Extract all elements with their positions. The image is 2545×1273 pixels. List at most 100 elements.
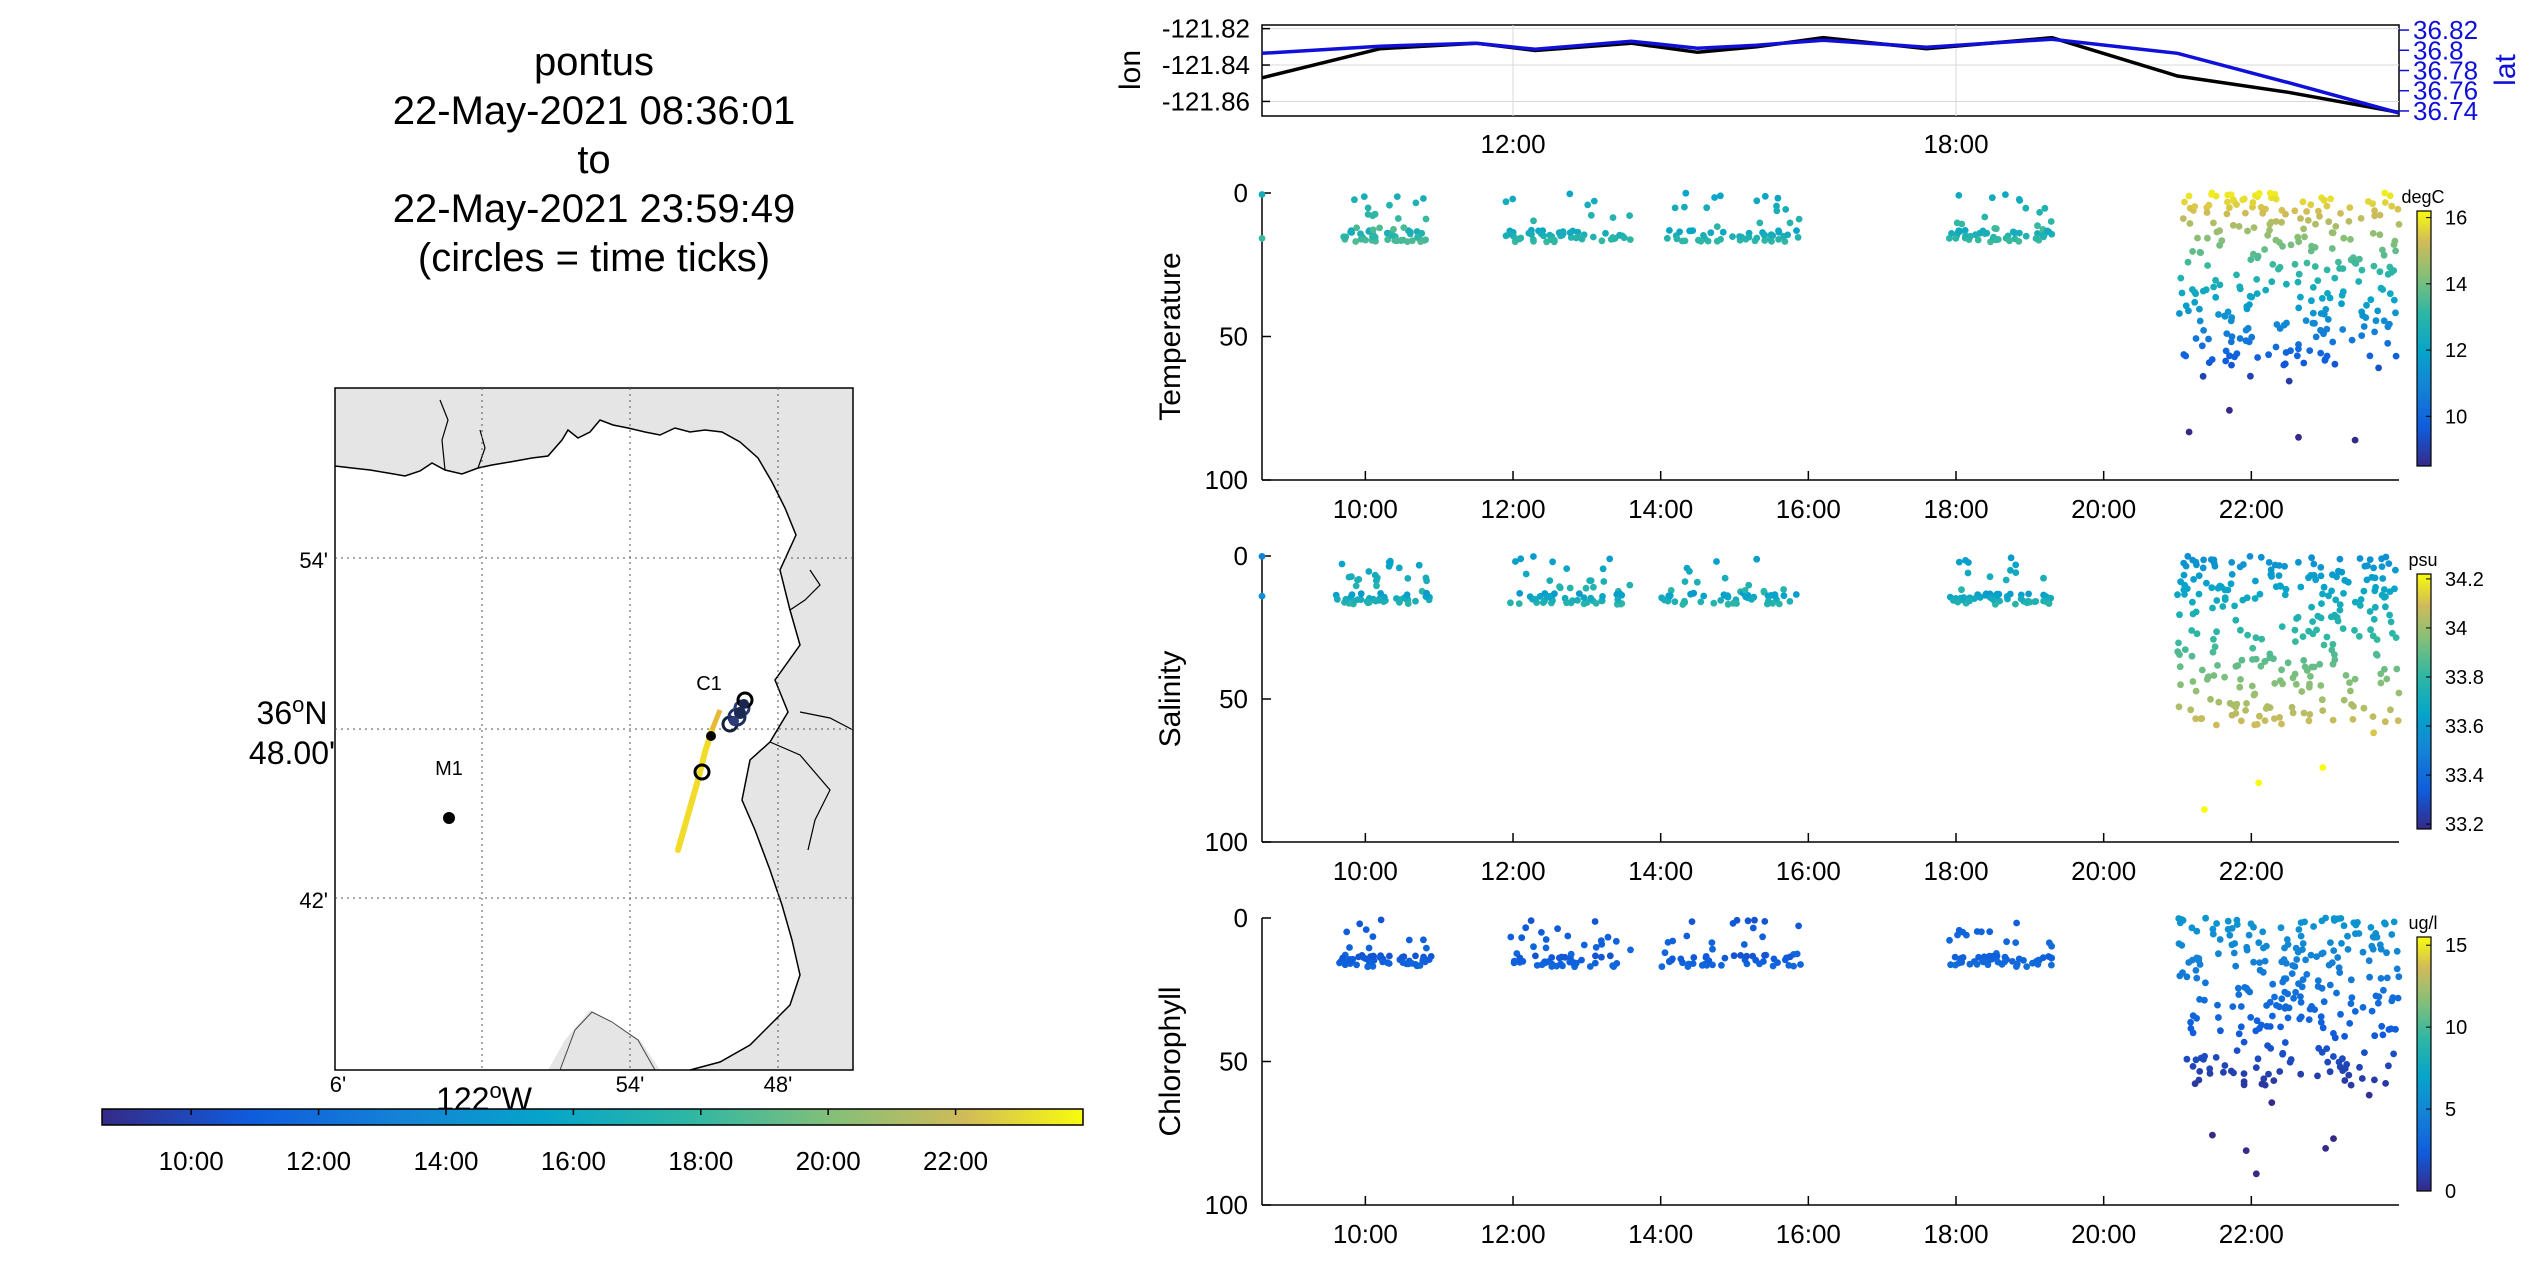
data-point	[2277, 924, 2285, 932]
data-point	[2251, 595, 2259, 602]
data-point	[2226, 406, 2233, 414]
data-point	[1948, 230, 1955, 237]
data-point	[2214, 662, 2221, 669]
data-point	[2319, 590, 2326, 598]
data-point	[2323, 1045, 2331, 1052]
data-point	[2193, 927, 2201, 935]
data-point	[2001, 958, 2009, 966]
data-point	[1986, 573, 1994, 581]
data-point	[1532, 952, 1539, 960]
data-point	[2189, 286, 2196, 293]
data-point	[2382, 603, 2389, 611]
data-point	[2342, 672, 2350, 679]
data-point	[2227, 1067, 2235, 1075]
data-point	[1412, 952, 1419, 960]
colorbar-tick-label: 10	[2445, 1017, 2467, 1039]
data-point	[2009, 958, 2016, 965]
data-point	[2394, 205, 2402, 213]
data-point	[1953, 219, 1961, 227]
data-point	[2348, 336, 2356, 344]
map-graticule	[335, 388, 853, 1070]
data-point	[1578, 956, 1585, 964]
data-point	[2242, 209, 2249, 217]
data-point	[2344, 946, 2352, 953]
data-point	[2318, 600, 2325, 607]
data-point	[2249, 644, 2257, 652]
data-point	[1356, 920, 1364, 928]
data-point	[1365, 568, 1373, 575]
data-point	[2347, 236, 2354, 243]
data-point	[1517, 555, 1525, 563]
colorbar-label: psu	[2408, 550, 2437, 570]
data-point	[2329, 716, 2337, 724]
data-point	[2189, 598, 2196, 606]
data-point	[2175, 915, 2183, 922]
title-line-4: 22-May-2021 23:59:49	[393, 187, 796, 231]
data-point	[1785, 962, 1793, 969]
x-tick-label: 16:00	[1776, 494, 1841, 524]
data-point	[2358, 1075, 2366, 1082]
data-point	[2318, 696, 2326, 704]
data-point	[1793, 227, 1800, 235]
data-point	[2331, 611, 2339, 619]
data-point	[1408, 960, 1416, 967]
data-point	[2371, 328, 2379, 336]
data-point	[2280, 956, 2288, 963]
data-point	[2226, 699, 2234, 707]
data-point	[1666, 227, 1673, 234]
data-point	[2213, 721, 2220, 729]
data-point	[2232, 710, 2240, 717]
data-point	[2366, 608, 2374, 615]
data-point	[1661, 949, 1669, 957]
colorbar-label: ug/l	[2408, 913, 2437, 933]
data-point	[2341, 1077, 2349, 1084]
data-point	[1708, 939, 1716, 946]
data-point	[2041, 204, 2049, 212]
data-point	[1412, 597, 1419, 605]
data-point	[2182, 302, 2190, 310]
data-point	[1964, 569, 1972, 577]
data-point	[1994, 958, 2002, 966]
data-point	[2317, 564, 2325, 571]
data-point	[1414, 233, 1421, 241]
data-point	[1376, 224, 1383, 232]
data-point	[2374, 307, 2382, 315]
data-point	[2318, 917, 2326, 925]
data-point	[2394, 717, 2402, 725]
data-point	[2186, 220, 2194, 227]
time-colorbar-tick-label: 16:00	[541, 1146, 606, 1176]
data-point	[1669, 937, 1677, 945]
data-point	[1527, 917, 1535, 924]
data-point	[2208, 189, 2216, 197]
data-point	[2263, 1022, 2271, 1030]
data-point	[1599, 565, 1607, 573]
data-point	[1658, 963, 1666, 970]
data-point	[2332, 223, 2340, 230]
data-point	[2355, 632, 2363, 640]
data-point	[2263, 942, 2270, 950]
data-point	[2187, 1025, 2195, 1032]
data-point	[2232, 616, 2240, 624]
data-point	[2325, 592, 2332, 600]
data-point	[2339, 326, 2347, 333]
data-point	[2320, 196, 2328, 204]
data-point	[2269, 980, 2277, 988]
data-point	[2269, 261, 2277, 268]
data-point	[2318, 984, 2326, 992]
data-point	[1598, 953, 1605, 961]
data-point	[2205, 335, 2212, 343]
data-point	[2382, 1080, 2390, 1087]
data-point	[2360, 587, 2368, 595]
data-point	[2206, 1070, 2214, 1077]
data-point	[2260, 1075, 2268, 1083]
data-point	[2184, 258, 2192, 266]
data-point	[2314, 977, 2322, 984]
data-point	[1341, 958, 1348, 966]
data-point	[2034, 961, 2042, 968]
data-point	[1951, 953, 1959, 961]
data-point	[1709, 945, 1716, 953]
data-point	[2252, 1170, 2260, 1178]
data-point	[2254, 254, 2261, 262]
data-point	[2292, 680, 2300, 688]
data-point	[1522, 924, 1530, 932]
